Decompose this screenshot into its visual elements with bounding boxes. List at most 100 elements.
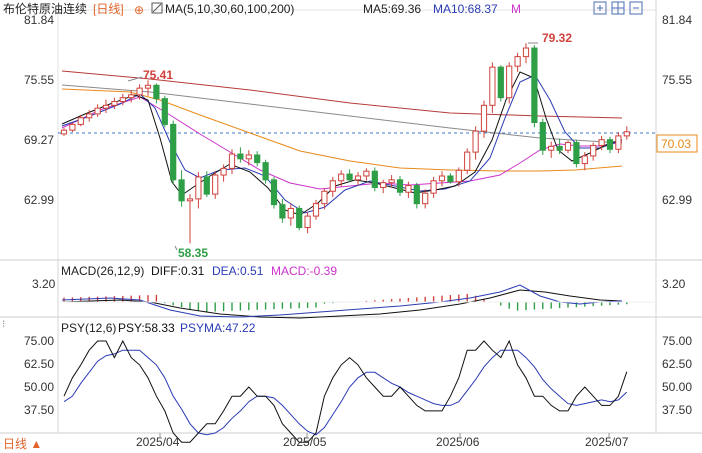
toolbar-minus-icon[interactable] [629, 1, 643, 15]
crosshair-plus-icon[interactable]: ⊕ [134, 3, 144, 17]
candle-up[interactable] [212, 174, 219, 195]
price-tick-left: 69.27 [24, 133, 54, 147]
candle-up[interactable] [380, 182, 387, 188]
candle-up[interactable] [195, 176, 202, 200]
candle-up[interactable] [94, 107, 101, 115]
candle-down[interactable] [447, 175, 454, 183]
candle-up[interactable] [60, 129, 68, 135]
ma100-line [61, 84, 623, 144]
candle-down[interactable] [413, 185, 420, 205]
candle-up[interactable] [363, 170, 370, 177]
candle-down[interactable] [203, 176, 210, 195]
candle-down[interactable] [237, 153, 244, 160]
candle-up[interactable] [623, 131, 630, 137]
candle-up[interactable] [438, 175, 446, 182]
ma-label: MA(5,10,30,60,100,200) [165, 2, 294, 16]
candle-up[interactable] [522, 47, 530, 58]
ma30-marker: M [511, 2, 521, 16]
candle-down[interactable] [606, 139, 614, 150]
candle-up[interactable] [111, 101, 118, 106]
candle-down[interactable] [153, 84, 160, 100]
ma5-value: MA5:69.36 [363, 2, 421, 16]
candle-up[interactable] [186, 198, 194, 202]
candle-up[interactable] [480, 104, 488, 132]
candle-down[interactable] [573, 142, 580, 165]
candle-down[interactable] [161, 98, 168, 125]
period-selector-button[interactable]: 日线 ▲ [3, 437, 42, 451]
candle-up[interactable] [312, 203, 320, 217]
psy-tick-left: 37.50 [24, 403, 54, 417]
low-price-label: 58.35 [178, 246, 208, 260]
candle-down[interactable] [396, 179, 404, 193]
psy-tick-left: 75.00 [24, 334, 54, 348]
candle-up[interactable] [304, 215, 311, 229]
psy-value: PSY:58.33 [118, 321, 175, 335]
candle-up[interactable] [136, 87, 143, 96]
candle-up[interactable] [581, 155, 588, 165]
candle-down[interactable] [279, 204, 286, 219]
candle-up[interactable] [128, 94, 135, 99]
candle-up[interactable] [102, 104, 110, 109]
date-label: 2025/05 [283, 435, 327, 449]
candle-down[interactable] [296, 207, 303, 229]
price-tick-right: 62.99 [662, 193, 692, 207]
candle-down[interactable] [556, 145, 563, 151]
candle-up[interactable] [228, 153, 236, 169]
candle-down[interactable] [346, 173, 353, 181]
psy-tick-left: 50.00 [24, 380, 54, 394]
psy-small-icon[interactable]: ⁝ [2, 319, 5, 330]
ma5-line [61, 71, 623, 216]
candle-down[interactable] [170, 123, 177, 181]
candle-up[interactable] [220, 167, 227, 176]
candle-up[interactable] [548, 145, 555, 151]
psy-tick-right: 37.50 [662, 403, 692, 417]
candle-down[interactable] [178, 179, 185, 202]
candle-up[interactable] [86, 113, 93, 119]
candle-up[interactable] [338, 173, 345, 182]
candle-up[interactable] [422, 192, 429, 205]
candle-down[interactable] [539, 122, 546, 151]
candle-up[interactable] [564, 142, 572, 151]
candle-up[interactable] [245, 154, 252, 160]
candle-up[interactable] [590, 144, 597, 157]
date-label: 2025/06 [436, 435, 480, 449]
psyma-value: PSYMA:47.22 [180, 321, 256, 335]
candle-up[interactable] [615, 135, 622, 150]
candle-up[interactable] [464, 151, 471, 171]
candle-up[interactable] [430, 180, 437, 194]
price-panel[interactable] [57, 9, 657, 261]
candle-down[interactable] [254, 154, 261, 164]
candle-up[interactable] [119, 97, 126, 103]
candle-up[interactable] [405, 185, 412, 193]
candle-up[interactable] [598, 139, 605, 146]
candle-up[interactable] [144, 84, 152, 89]
candle-up[interactable] [321, 190, 328, 205]
candle-down[interactable] [371, 170, 378, 188]
ma-settings-icon[interactable] [151, 2, 163, 14]
candle-up[interactable] [69, 123, 76, 131]
candle-down[interactable] [270, 179, 278, 206]
toolbar-grid-icon[interactable] [611, 1, 625, 15]
candle-down[interactable] [531, 47, 538, 124]
psy-title: PSY(12,6) [61, 321, 116, 335]
candle-up[interactable] [329, 180, 336, 192]
candle-up[interactable] [514, 56, 521, 67]
candle-up[interactable] [489, 66, 496, 106]
candle-up[interactable] [506, 65, 513, 99]
candle-down[interactable] [497, 66, 504, 99]
price-tick-left: 62.99 [24, 193, 54, 207]
candle-up[interactable] [455, 169, 462, 183]
candle-down[interactable] [262, 162, 269, 181]
toolbar-expand-icon[interactable] [593, 1, 607, 15]
candle-up[interactable] [287, 207, 294, 219]
current-price-value: 70.03 [661, 137, 691, 151]
date-label: 2025/07 [585, 435, 629, 449]
candle-up[interactable] [354, 175, 362, 181]
candle-up[interactable] [472, 130, 479, 153]
macd-value: MACD:-0.39 [271, 264, 337, 278]
period-tag[interactable]: [日线] [93, 2, 124, 16]
candle-up[interactable] [77, 117, 84, 125]
candle-up[interactable] [388, 179, 395, 184]
price-tick-right: 75.55 [662, 73, 692, 87]
